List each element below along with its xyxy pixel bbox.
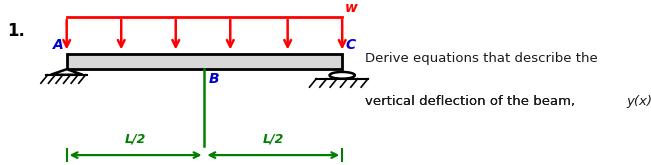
Text: vertical deflection of the beam,: vertical deflection of the beam, [365, 95, 579, 108]
Text: L/2: L/2 [262, 133, 284, 146]
Text: B: B [209, 72, 219, 86]
Text: w: w [345, 1, 358, 16]
Bar [66, 54, 342, 69]
Circle shape [329, 72, 355, 79]
Text: Derive equations that describe the: Derive equations that describe the [365, 52, 598, 65]
Text: A: A [53, 38, 64, 52]
Text: L/2: L/2 [125, 133, 146, 146]
Polygon shape [51, 69, 83, 75]
Text: vertical deflection of the beam,: vertical deflection of the beam, [365, 95, 579, 108]
Text: C: C [345, 38, 355, 52]
Text: y(x).: y(x). [626, 95, 651, 108]
Text: 1.: 1. [8, 22, 25, 40]
